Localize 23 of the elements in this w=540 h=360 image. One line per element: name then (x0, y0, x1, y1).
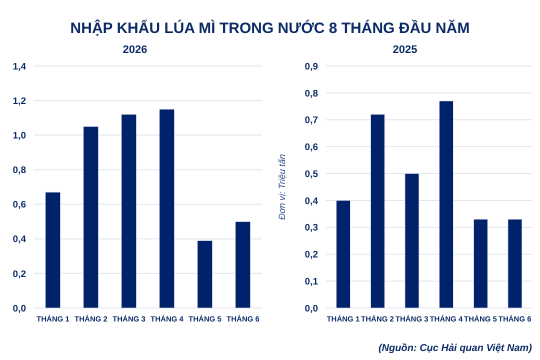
y-tick-label: 0,5 (304, 168, 319, 180)
y-tick-label: 0,6 (12, 200, 26, 211)
y-tick-label: 0,0 (12, 303, 26, 314)
chart-subtitle: 2025 (392, 44, 418, 58)
chart-title: NHẬP KHẨU LÚA MÌ TRONG NƯỚC 8 THÁNG ĐẦU NĂM (70, 20, 470, 37)
y-tick-label: 0,0 (304, 303, 318, 314)
y-tick-label: 0,2 (12, 268, 26, 280)
y-axis-title: Đơn vị: Triệu tấn (277, 154, 288, 220)
y-tick-label: 1,2 (12, 96, 26, 107)
y-tick-label: 0,2 (304, 250, 318, 261)
y-tick-label: 1,4 (12, 61, 27, 72)
y-tick-label: 0,4 (304, 196, 319, 207)
y-tick-label: 1,0 (12, 130, 26, 142)
y-tick-label: 0,8 (304, 88, 318, 100)
y-tick-label: 0,8 (12, 165, 26, 176)
y-tick-label: 0,4 (12, 234, 27, 246)
y-tick-label: 0,6 (304, 142, 318, 154)
chart-subtitle: 2026 (122, 44, 148, 58)
y-tick-label: 0,3 (304, 222, 318, 234)
y-tick-label: 0,1 (304, 276, 319, 288)
y-tick-label: 0,9 (304, 61, 318, 72)
text: (Nguồn: Cục Hải quan Việt Nam) (378, 343, 532, 354)
y-tick-label: 0,7 (304, 115, 318, 126)
